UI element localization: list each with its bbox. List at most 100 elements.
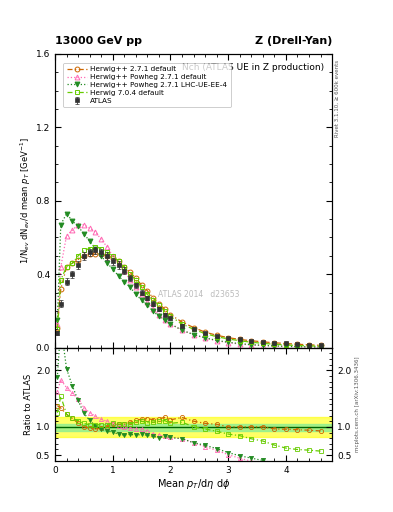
Herwig++ 2.7.1 default <box>99 251 104 257</box>
Herwig++ Powheg 2.7.1 default <box>168 321 173 327</box>
Y-axis label: 1/N$_{ev}$ dN$_{ev}$/d mean $p_T$ [GeV$^{-1}$]: 1/N$_{ev}$ dN$_{ev}$/d mean $p_T$ [GeV$^… <box>18 137 33 264</box>
Herwig 7.0.4 default <box>93 244 98 250</box>
Herwig 7.0.4 default <box>122 264 127 270</box>
Herwig 7.0.4 default <box>156 303 161 309</box>
Herwig++ 2.7.1 default <box>116 259 121 265</box>
Herwig 7.0.4 default <box>64 264 69 270</box>
Herwig++ Powheg 2.7.1 default <box>81 222 86 228</box>
Herwig++ Powheg 2.7.1 LHC-UE-EE-4 <box>81 231 86 237</box>
Herwig++ Powheg 2.7.1 LHC-UE-EE-4 <box>318 344 323 350</box>
Herwig++ 2.7.1 default <box>191 325 196 331</box>
Herwig 7.0.4 default <box>76 253 81 259</box>
Herwig++ Powheg 2.7.1 LHC-UE-EE-4 <box>237 340 242 347</box>
Herwig++ Powheg 2.7.1 default <box>145 298 150 305</box>
Herwig++ 2.7.1 default <box>295 341 300 347</box>
Herwig++ Powheg 2.7.1 LHC-UE-EE-4 <box>261 343 265 349</box>
Herwig 7.0.4 default <box>295 343 300 349</box>
Herwig 7.0.4 default <box>59 276 63 283</box>
Herwig 7.0.4 default <box>145 291 150 297</box>
Bar <box>55 417 332 437</box>
Herwig 7.0.4 default <box>191 326 196 332</box>
Line: Herwig++ Powheg 2.7.1 default: Herwig++ Powheg 2.7.1 default <box>55 222 323 350</box>
Herwig++ Powheg 2.7.1 default <box>162 317 167 323</box>
Herwig 7.0.4 default <box>55 326 60 332</box>
Herwig++ 2.7.1 default <box>110 254 115 261</box>
Herwig++ Powheg 2.7.1 default <box>99 236 104 242</box>
Herwig++ Powheg 2.7.1 default <box>156 312 161 318</box>
Herwig++ 2.7.1 default <box>122 264 127 270</box>
Herwig++ 2.7.1 default <box>81 253 86 259</box>
Text: Z (Drell-Yan): Z (Drell-Yan) <box>255 36 332 46</box>
Herwig++ Powheg 2.7.1 default <box>55 321 60 327</box>
Herwig++ Powheg 2.7.1 default <box>318 344 323 350</box>
Herwig 7.0.4 default <box>214 334 219 340</box>
Herwig++ Powheg 2.7.1 default <box>180 327 184 333</box>
Herwig++ Powheg 2.7.1 LHC-UE-EE-4 <box>59 222 63 228</box>
Herwig++ 2.7.1 default <box>128 269 132 275</box>
Herwig++ Powheg 2.7.1 default <box>59 264 63 270</box>
Herwig++ Powheg 2.7.1 LHC-UE-EE-4 <box>110 266 115 272</box>
Herwig++ Powheg 2.7.1 LHC-UE-EE-4 <box>226 339 231 345</box>
Text: ATLAS 2014   d23653: ATLAS 2014 d23653 <box>158 290 240 300</box>
Herwig++ 2.7.1 default <box>59 286 63 292</box>
Herwig++ Powheg 2.7.1 default <box>76 222 81 228</box>
Herwig++ Powheg 2.7.1 default <box>191 331 196 337</box>
Herwig++ 2.7.1 default <box>180 319 184 325</box>
Herwig++ Powheg 2.7.1 LHC-UE-EE-4 <box>116 273 121 279</box>
Herwig++ 2.7.1 default <box>64 264 69 270</box>
Y-axis label: mcplots.cern.ch [arXiv:1306.3436]: mcplots.cern.ch [arXiv:1306.3436] <box>356 356 360 452</box>
Herwig++ Powheg 2.7.1 LHC-UE-EE-4 <box>122 279 127 285</box>
Herwig++ 2.7.1 default <box>93 251 98 257</box>
Herwig++ Powheg 2.7.1 default <box>237 341 242 347</box>
Herwig 7.0.4 default <box>162 308 167 314</box>
Herwig++ Powheg 2.7.1 default <box>295 344 300 350</box>
Herwig++ 2.7.1 default <box>318 343 323 349</box>
Herwig++ Powheg 2.7.1 LHC-UE-EE-4 <box>151 308 156 314</box>
Herwig++ Powheg 2.7.1 LHC-UE-EE-4 <box>87 238 92 244</box>
Herwig++ Powheg 2.7.1 LHC-UE-EE-4 <box>55 317 60 323</box>
Herwig++ Powheg 2.7.1 LHC-UE-EE-4 <box>180 327 184 333</box>
Herwig++ 2.7.1 default <box>134 275 138 281</box>
Herwig++ Powheg 2.7.1 default <box>134 284 138 290</box>
Herwig++ Powheg 2.7.1 default <box>110 253 115 259</box>
Herwig 7.0.4 default <box>180 321 184 327</box>
Herwig++ 2.7.1 default <box>226 334 231 340</box>
Herwig++ Powheg 2.7.1 default <box>203 335 208 342</box>
Herwig 7.0.4 default <box>261 340 265 347</box>
Herwig++ 2.7.1 default <box>151 295 156 301</box>
Herwig++ Powheg 2.7.1 default <box>249 342 253 348</box>
Herwig 7.0.4 default <box>226 336 231 342</box>
Herwig++ Powheg 2.7.1 default <box>261 343 265 349</box>
Herwig++ 2.7.1 default <box>87 251 92 257</box>
Herwig++ Powheg 2.7.1 LHC-UE-EE-4 <box>128 284 132 290</box>
Herwig 7.0.4 default <box>81 247 86 253</box>
Line: Herwig++ 2.7.1 default: Herwig++ 2.7.1 default <box>55 251 323 348</box>
Herwig 7.0.4 default <box>272 341 277 347</box>
Herwig++ Powheg 2.7.1 LHC-UE-EE-4 <box>64 210 69 217</box>
Text: Nch (ATLAS UE in Z production): Nch (ATLAS UE in Z production) <box>182 62 324 72</box>
Herwig++ Powheg 2.7.1 LHC-UE-EE-4 <box>168 321 173 327</box>
Line: Herwig++ Powheg 2.7.1 LHC-UE-EE-4: Herwig++ Powheg 2.7.1 LHC-UE-EE-4 <box>55 211 323 349</box>
Herwig++ 2.7.1 default <box>168 312 173 318</box>
Herwig++ Powheg 2.7.1 LHC-UE-EE-4 <box>284 343 288 349</box>
Herwig++ 2.7.1 default <box>145 288 150 294</box>
Legend: Herwig++ 2.7.1 default, Herwig++ Powheg 2.7.1 default, Herwig++ Powheg 2.7.1 LHC: Herwig++ 2.7.1 default, Herwig++ Powheg … <box>63 62 231 107</box>
Herwig++ Powheg 2.7.1 LHC-UE-EE-4 <box>99 253 104 259</box>
Herwig++ Powheg 2.7.1 default <box>307 344 311 350</box>
Herwig++ Powheg 2.7.1 default <box>284 344 288 350</box>
Text: Rivet 3.1.10, ≥ 600k events: Rivet 3.1.10, ≥ 600k events <box>335 59 340 137</box>
Herwig++ 2.7.1 default <box>261 339 265 345</box>
Herwig++ Powheg 2.7.1 LHC-UE-EE-4 <box>105 260 109 266</box>
Herwig++ Powheg 2.7.1 default <box>226 339 231 346</box>
Line: Herwig 7.0.4 default: Herwig 7.0.4 default <box>55 244 323 349</box>
X-axis label: Mean $p_{T}$/d$\eta$ d$\phi$: Mean $p_{T}$/d$\eta$ d$\phi$ <box>157 477 230 492</box>
Herwig++ 2.7.1 default <box>284 340 288 347</box>
Bar <box>55 424 332 432</box>
Herwig++ Powheg 2.7.1 LHC-UE-EE-4 <box>145 303 150 309</box>
Herwig++ 2.7.1 default <box>76 257 81 263</box>
Herwig++ 2.7.1 default <box>203 329 208 335</box>
Herwig++ Powheg 2.7.1 default <box>139 291 144 297</box>
Herwig++ 2.7.1 default <box>214 332 219 338</box>
Y-axis label: Ratio to ATLAS: Ratio to ATLAS <box>24 374 33 435</box>
Herwig++ 2.7.1 default <box>105 253 109 259</box>
